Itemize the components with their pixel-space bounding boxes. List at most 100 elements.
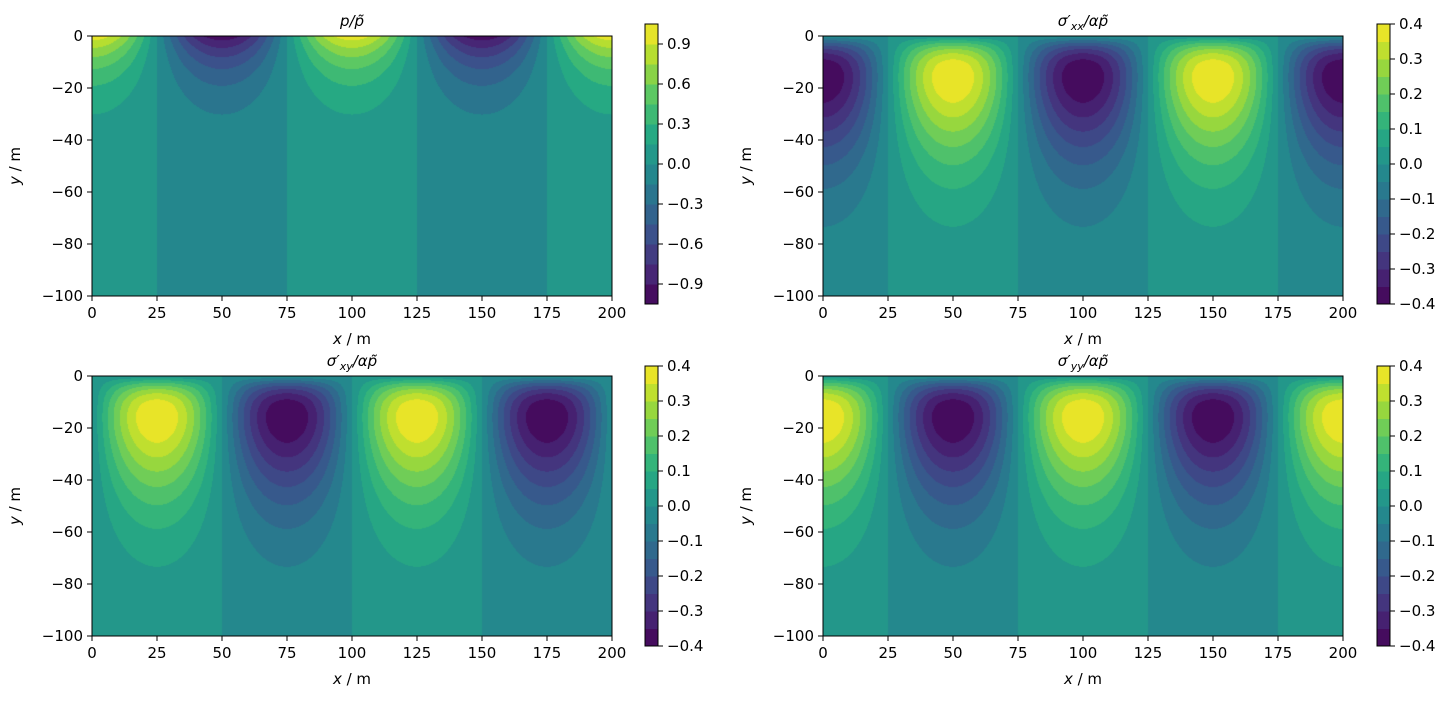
chart-svg: 0 25 50 75 100 125 150 175 200 0 −20 −40 −60 −80 −100 σ… <box>6 352 703 688</box>
colorbar-segment <box>645 506 658 524</box>
colorbar-tick-label: −0.1 <box>1399 190 1435 208</box>
colorbar-tick-label: 0.3 <box>667 392 691 410</box>
colorbar-segment <box>1377 76 1390 95</box>
chart-svg: 0 25 50 75 100 125 150 175 200 0 −20 −40 −60 −80 −100 p… <box>6 12 703 348</box>
colorbar-tick-label: 0.0 <box>667 497 691 515</box>
colorbar-segment <box>1377 628 1390 647</box>
x-tick-label: 75 <box>1008 644 1027 662</box>
x-tick-label: 125 <box>1134 644 1163 662</box>
colorbar-tick-label: 0.0 <box>667 155 691 173</box>
colorbar-tick-label: 0.4 <box>1399 15 1423 33</box>
x-tick-label: 75 <box>1008 304 1027 322</box>
colorbar-segment <box>645 144 658 165</box>
y-tick-label: −60 <box>782 523 814 541</box>
x-tick-label: 150 <box>468 644 497 662</box>
colorbar: 0.9 0.6 0.3 0.0 −0.3 −0.6 −0.9 <box>644 23 703 305</box>
x-tick-label: 75 <box>277 304 296 322</box>
colorbar-segment <box>1377 453 1390 472</box>
x-tick-label: 150 <box>1199 644 1228 662</box>
x-tick-label: 150 <box>1199 304 1228 322</box>
colorbar-segment <box>1377 401 1390 419</box>
colorbar-segment <box>645 611 658 629</box>
colorbar-segment <box>1377 576 1390 594</box>
colorbar-segment <box>1377 129 1390 147</box>
y-axis-label: y / m <box>737 487 755 526</box>
colorbar-segment <box>645 523 658 542</box>
x-tick-label: 0 <box>87 304 97 322</box>
x-tick-label: 200 <box>598 644 627 662</box>
colorbar: 0.4 0.3 0.2 0.1 0.0 −0.1 −0.2 −0.3 −0.4 <box>1376 357 1435 655</box>
colorbar-segment <box>1377 24 1390 42</box>
colorbar: 0.4 0.3 0.2 0.1 0.0 −0.1 −0.2 −0.3 −0.4 <box>1376 15 1435 313</box>
y-tick-label: −100 <box>773 627 814 645</box>
panel-sigma-yy: 0 25 50 75 100 125 150 175 200 0 −20 −40 −60 −80 −100 σ… <box>725 340 1450 697</box>
x-tick-label: 175 <box>533 304 562 322</box>
colorbar-tick-label: 0.6 <box>667 75 691 93</box>
y-tick-label: −80 <box>782 575 814 593</box>
colorbar-tick-label: −0.2 <box>1399 567 1435 585</box>
chart-title: p/p̃ <box>339 12 364 30</box>
colorbar-segment <box>645 44 658 65</box>
y-tick-label: 0 <box>804 367 814 385</box>
colorbar-segment <box>645 24 658 45</box>
y-tick-label: −40 <box>782 131 814 149</box>
chart-title: σ′xy/αp̃ <box>327 352 377 373</box>
x-tick-label: 175 <box>533 644 562 662</box>
x-tick-label: 50 <box>212 644 231 662</box>
x-tick-label: 125 <box>403 644 432 662</box>
colorbar-segment <box>645 593 658 612</box>
y-tick-label: −20 <box>782 419 814 437</box>
colorbar-segment <box>1377 488 1390 507</box>
x-tick-label: 175 <box>1264 304 1293 322</box>
colorbar-segment <box>645 284 658 305</box>
colorbar-segment <box>1377 611 1390 629</box>
y-axis-label: y / m <box>6 147 24 186</box>
x-tick-label: 100 <box>338 304 367 322</box>
x-tick-label: 200 <box>1329 644 1358 662</box>
colorbar-segment <box>1377 418 1390 437</box>
x-tick-label: 150 <box>468 304 497 322</box>
colorbar-tick-label: 0.1 <box>1399 120 1423 138</box>
colorbar-segment <box>1377 593 1390 612</box>
x-tick-label: 25 <box>878 304 897 322</box>
y-tick-label: −40 <box>51 131 83 149</box>
colorbar-segment <box>645 264 658 285</box>
y-tick-label: −100 <box>773 287 814 305</box>
colorbar-segment <box>645 383 658 402</box>
x-tick-label: 0 <box>818 644 828 662</box>
colorbar-tick-label: −0.1 <box>667 532 703 550</box>
chart-svg: 0 25 50 75 100 125 150 175 200 0 −20 −40 −60 −80 −100 σ… <box>737 12 1435 348</box>
x-tick-label: 25 <box>878 644 897 662</box>
colorbar-segment <box>1377 471 1390 489</box>
x-axis-label: x / m <box>332 330 371 348</box>
x-tick-label: 200 <box>1329 304 1358 322</box>
colorbar-tick-label: −0.3 <box>1399 260 1435 278</box>
colorbar-tick-label: 0.2 <box>1399 85 1423 103</box>
y-tick-label: −20 <box>51 419 83 437</box>
x-tick-label: 100 <box>338 644 367 662</box>
colorbar-segment <box>645 244 658 265</box>
x-axis-label: x / m <box>1063 670 1102 688</box>
colorbar-tick-label: 0.3 <box>1399 50 1423 68</box>
colorbar-segment <box>1377 366 1390 384</box>
colorbar-segment <box>645 224 658 245</box>
colorbar-segment <box>1377 383 1390 402</box>
colorbar-segment <box>645 401 658 419</box>
y-tick-label: −80 <box>782 235 814 253</box>
colorbar-segment <box>1377 146 1390 165</box>
colorbar-tick-label: 0.4 <box>1399 357 1423 375</box>
y-tick-label: −80 <box>51 235 83 253</box>
colorbar-segment <box>645 84 658 105</box>
colorbar-segment <box>1377 94 1390 112</box>
y-tick-label: −20 <box>51 79 83 97</box>
colorbar-segment <box>1377 251 1390 270</box>
contour-field <box>823 376 1343 636</box>
colorbar-segment <box>645 558 658 577</box>
colorbar-segment <box>645 471 658 489</box>
colorbar-segment <box>1377 181 1390 200</box>
y-tick-label: 0 <box>804 27 814 45</box>
colorbar-segment <box>1377 286 1390 305</box>
x-tick-label: 100 <box>1069 304 1098 322</box>
colorbar-segment <box>645 436 658 454</box>
